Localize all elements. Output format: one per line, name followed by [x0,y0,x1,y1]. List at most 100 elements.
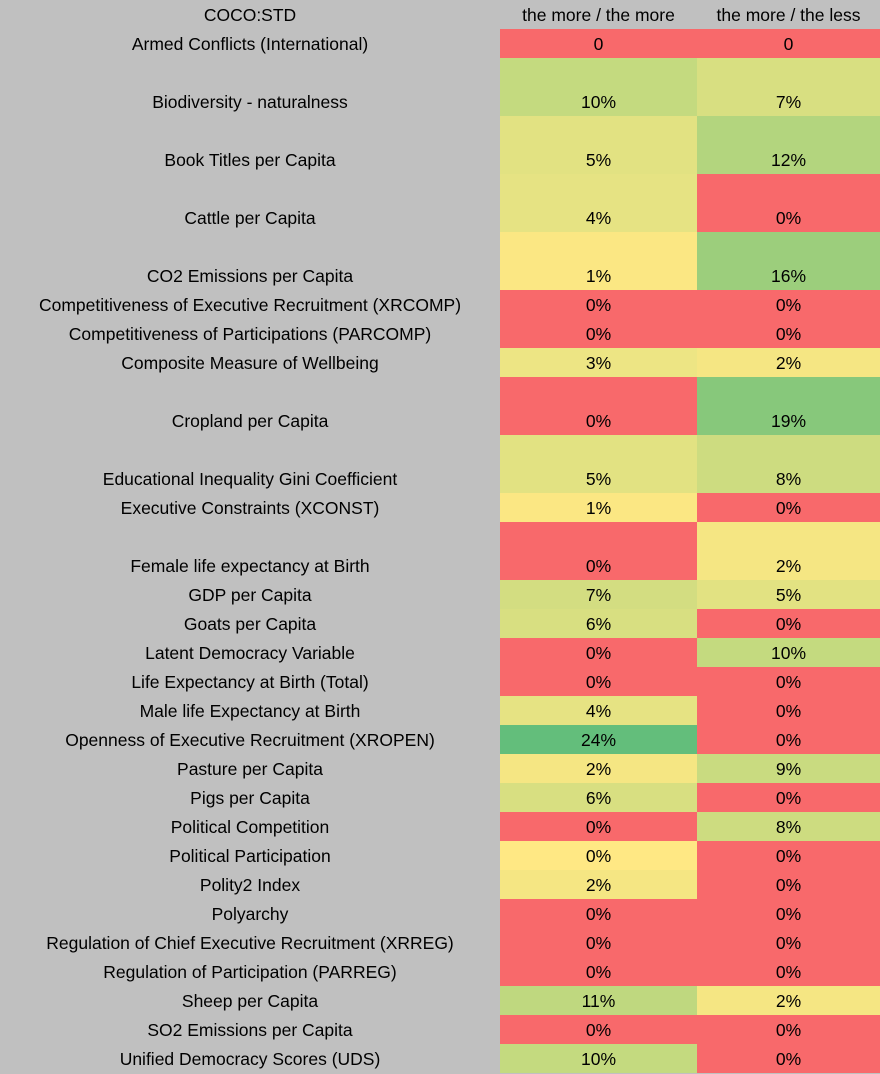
row-label-cell[interactable]: Latent Democracy Variable [0,638,500,667]
row-label-cell[interactable]: Openness of Executive Recruitment (XROPE… [0,725,500,754]
row-label-cell[interactable]: Cattle per Capita [0,174,500,232]
value-cell-more-more[interactable]: 0 [500,29,697,58]
value-cell-more-less[interactable]: 0% [697,174,880,232]
value-cell-more-less[interactable]: 5% [697,580,880,609]
value-cell-more-more[interactable]: 7% [500,580,697,609]
table-row: Polyarchy 0% 0% [0,899,880,928]
row-label-cell[interactable]: Political Participation [0,841,500,870]
row-label-cell[interactable]: Cropland per Capita [0,377,500,435]
table-row: Political Participation 0% 0% [0,841,880,870]
value-cell-more-less[interactable]: 0% [697,928,880,957]
value-cell-more-less[interactable]: 2% [697,348,880,377]
row-label-cell[interactable]: Polity2 Index [0,870,500,899]
table-row: Female life expectancy at Birth 0% 2% [0,522,880,580]
value-cell-more-more[interactable]: 0% [500,841,697,870]
value-cell-more-less[interactable]: 9% [697,754,880,783]
row-label-cell[interactable]: SO2 Emissions per Capita [0,1015,500,1044]
table-row: Regulation of Chief Executive Recruitmen… [0,928,880,957]
header-label[interactable]: COCO:STD [0,0,500,29]
row-label-cell[interactable]: Armed Conflicts (International) [0,29,500,58]
value-cell-more-less[interactable]: 0% [697,609,880,638]
value-cell-more-less[interactable]: 0% [697,957,880,986]
value-cell-more-more[interactable]: 0% [500,899,697,928]
row-label-cell[interactable]: Educational Inequality Gini Coefficient [0,435,500,493]
value-cell-more-less[interactable]: 0% [697,841,880,870]
row-label-cell[interactable]: Male life Expectancy at Birth [0,696,500,725]
row-label-cell[interactable]: Executive Constraints (XCONST) [0,493,500,522]
row-label-cell[interactable]: Polyarchy [0,899,500,928]
value-cell-more-less[interactable]: 0% [697,493,880,522]
table-row: CO2 Emissions per Capita 1% 16% [0,232,880,290]
value-cell-more-less[interactable]: 8% [697,435,880,493]
row-label-cell[interactable]: Regulation of Chief Executive Recruitmen… [0,928,500,957]
value-cell-more-more[interactable]: 2% [500,754,697,783]
row-label-cell[interactable]: Regulation of Participation (PARREG) [0,957,500,986]
row-label-cell[interactable]: Unified Democracy Scores (UDS) [0,1044,500,1073]
value-cell-more-more[interactable]: 5% [500,435,697,493]
value-cell-more-less[interactable]: 0% [697,1044,880,1073]
value-cell-more-less[interactable]: 0% [697,290,880,319]
row-label-cell[interactable]: Book Titles per Capita [0,116,500,174]
value-cell-more-more[interactable]: 6% [500,609,697,638]
value-cell-more-more[interactable]: 0% [500,290,697,319]
value-cell-more-less[interactable]: 0% [697,783,880,812]
table-row: Sheep per Capita 11% 2% [0,986,880,1015]
row-label-cell[interactable]: Female life expectancy at Birth [0,522,500,580]
table-row: Cattle per Capita 4% 0% [0,174,880,232]
row-label-cell[interactable]: Pigs per Capita [0,783,500,812]
value-cell-more-more[interactable]: 3% [500,348,697,377]
value-cell-more-less[interactable]: 8% [697,812,880,841]
value-cell-more-more[interactable]: 4% [500,696,697,725]
row-label-cell[interactable]: CO2 Emissions per Capita [0,232,500,290]
row-label-cell[interactable]: Political Competition [0,812,500,841]
row-label-cell[interactable]: Goats per Capita [0,609,500,638]
header-col-more-more[interactable]: the more / the more [500,0,697,29]
row-label-cell[interactable]: Sheep per Capita [0,986,500,1015]
table-row: Armed Conflicts (International) 0 0 [0,29,880,58]
value-cell-more-less[interactable]: 10% [697,638,880,667]
value-cell-more-more[interactable]: 0% [500,638,697,667]
value-cell-more-less[interactable]: 0% [697,870,880,899]
row-label-cell[interactable]: Composite Measure of Wellbeing [0,348,500,377]
row-label-cell[interactable]: Life Expectancy at Birth (Total) [0,667,500,696]
value-cell-more-less[interactable]: 12% [697,116,880,174]
value-cell-more-less[interactable]: 0% [697,667,880,696]
value-cell-more-more[interactable]: 4% [500,174,697,232]
value-cell-more-more[interactable]: 0% [500,928,697,957]
value-cell-more-more[interactable]: 0% [500,667,697,696]
row-label-cell[interactable]: Pasture per Capita [0,754,500,783]
value-cell-more-more[interactable]: 11% [500,986,697,1015]
value-cell-more-less[interactable]: 0% [697,319,880,348]
value-cell-more-more[interactable]: 24% [500,725,697,754]
value-cell-more-more[interactable]: 1% [500,232,697,290]
value-cell-more-more[interactable]: 5% [500,116,697,174]
value-cell-more-less[interactable]: 7% [697,58,880,116]
value-cell-more-less[interactable]: 2% [697,986,880,1015]
value-cell-more-less[interactable]: 0 [697,29,880,58]
value-cell-more-more[interactable]: 2% [500,870,697,899]
row-label-cell[interactable]: Competitiveness of Executive Recruitment… [0,290,500,319]
table-row: Biodiversity - naturalness 10% 7% [0,58,880,116]
row-label-cell[interactable]: Competitiveness of Participations (PARCO… [0,319,500,348]
value-cell-more-more[interactable]: 0% [500,1015,697,1044]
row-label-cell[interactable]: GDP per Capita [0,580,500,609]
header-col-more-less[interactable]: the more / the less [697,0,880,29]
value-cell-more-more[interactable]: 6% [500,783,697,812]
value-cell-more-more[interactable]: 0% [500,812,697,841]
value-cell-more-more[interactable]: 0% [500,377,697,435]
value-cell-more-more[interactable]: 0% [500,522,697,580]
value-cell-more-more[interactable]: 0% [500,319,697,348]
row-label-cell[interactable]: Biodiversity - naturalness [0,58,500,116]
value-cell-more-less[interactable]: 2% [697,522,880,580]
value-cell-more-less[interactable]: 0% [697,696,880,725]
value-cell-more-more[interactable]: 10% [500,1044,697,1073]
value-cell-more-less[interactable]: 0% [697,1015,880,1044]
value-cell-more-less[interactable]: 0% [697,725,880,754]
value-cell-more-less[interactable]: 19% [697,377,880,435]
value-cell-more-less[interactable]: 16% [697,232,880,290]
value-cell-more-more[interactable]: 0% [500,957,697,986]
value-cell-more-less[interactable]: 0% [697,899,880,928]
value-cell-more-more[interactable]: 10% [500,58,697,116]
value-cell-more-more[interactable]: 1% [500,493,697,522]
